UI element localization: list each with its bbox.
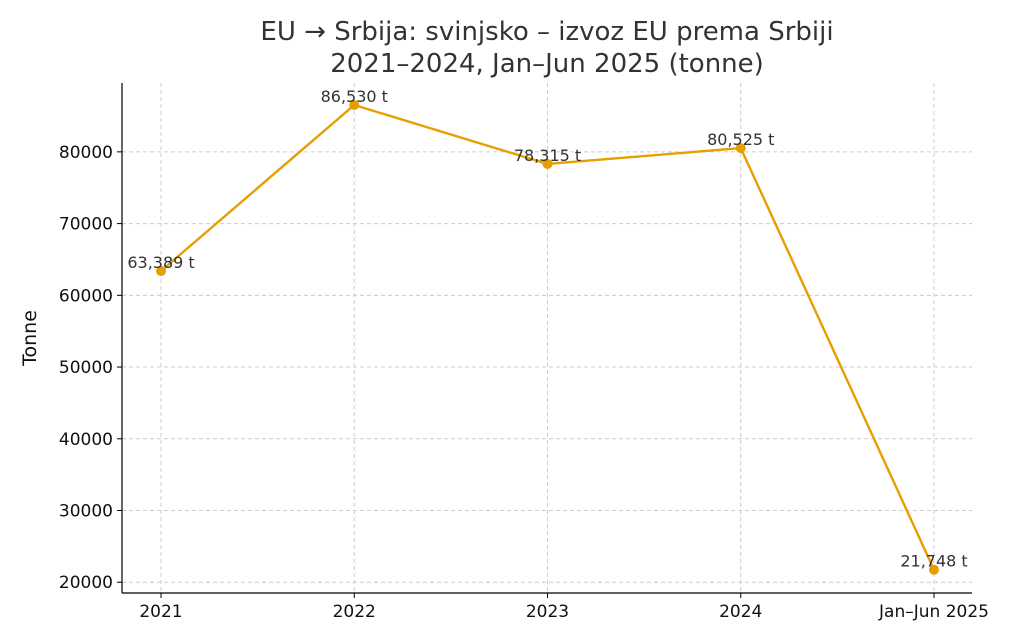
y-tick-label: 40000: [59, 430, 113, 450]
data-label: 80,525 t: [707, 130, 774, 149]
data-labels: 63,389 t 86,530 t 78,315 t 80,525 t 21,748 t: [127, 87, 967, 571]
y-axis-label: Tonne: [19, 310, 41, 367]
data-point: [929, 564, 939, 575]
y-tick-label: 60000: [59, 286, 113, 306]
x-tick-label: 2022: [333, 602, 376, 622]
y-tick-label: 30000: [59, 502, 113, 522]
chart-title: EU → Srbija: svinjsko – izvoz EU prema S…: [260, 17, 833, 47]
y-tick-label: 20000: [59, 573, 113, 593]
y-tick-label: 50000: [59, 358, 113, 378]
data-point: [349, 100, 360, 111]
data-label: 21,748 t: [900, 552, 967, 571]
data-point: [735, 143, 746, 154]
x-tick-label: 2024: [719, 602, 762, 622]
data-label: 63,389 t: [127, 253, 194, 272]
tick-labels: 20000 30000 40000 50000 60000 70000 80000 2021 2…: [59, 143, 989, 622]
series: [156, 100, 939, 575]
x-tick-label: 2023: [526, 602, 569, 622]
x-tick-label: Jan–Jun 2025: [878, 602, 989, 622]
y-tick-label: 80000: [59, 143, 113, 163]
chart-subtitle: 2021–2024, Jan–Jun 2025 (tonne): [330, 49, 764, 79]
data-point: [542, 158, 553, 169]
y-tick-label: 70000: [59, 215, 113, 235]
data-point: [156, 266, 166, 277]
data-label: 86,530 t: [321, 87, 388, 106]
data-label: 78,315 t: [514, 146, 581, 165]
x-tick-label: 2021: [139, 602, 182, 622]
